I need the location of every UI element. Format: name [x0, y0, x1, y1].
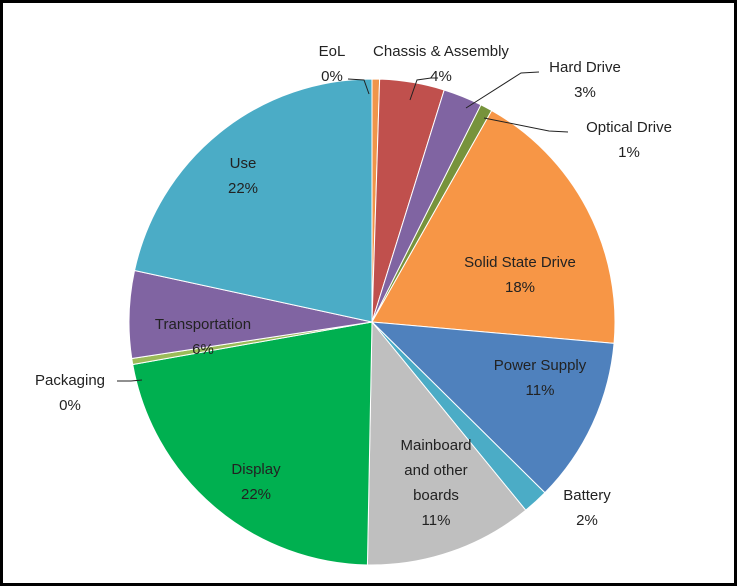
- pie-slice-display: [132, 321, 373, 566]
- data-label-chassis-assembly: Chassis & Assembly 4%: [373, 43, 509, 85]
- data-label-use: Use 22%: [228, 155, 258, 197]
- leader-line-eol: [347, 78, 370, 95]
- data-label-power-supply: Power Supply 11%: [494, 357, 587, 399]
- data-label-optical-drive: Optical Drive 1%: [586, 119, 672, 161]
- data-label-display: Display 22%: [231, 461, 281, 503]
- pie-slice-use: [133, 78, 373, 323]
- data-label-battery: Battery 2%: [563, 487, 611, 529]
- data-label-solid-state-drive: Solid State Drive 18%: [464, 254, 576, 296]
- data-label-transportation: Transportation 6%: [155, 316, 251, 358]
- pie-slice-mainboard-and-other-boards: [366, 320, 527, 566]
- pie-slice-power-supply: [370, 321, 615, 494]
- leader-line-packaging: [117, 379, 143, 382]
- leader-line-chassis-assembly: [409, 77, 432, 101]
- data-label-hard-drive: Hard Drive 3%: [549, 59, 621, 101]
- data-label-mainboard-and-other-boards: Mainboard and other boards 11%: [401, 437, 472, 529]
- pie-slices: [128, 78, 616, 566]
- data-label-eol: EoL 0%: [319, 43, 346, 85]
- data-label-packaging: Packaging 0%: [35, 372, 105, 414]
- leader-line-hard-drive: [465, 71, 540, 109]
- pie-slice-solid-state-drive: [371, 109, 616, 344]
- leader-line-optical-drive: [483, 117, 569, 133]
- pie-labels: EoL 0% Chassis & Assembly 4% Hard Drive 3% Opt…: [35, 43, 672, 529]
